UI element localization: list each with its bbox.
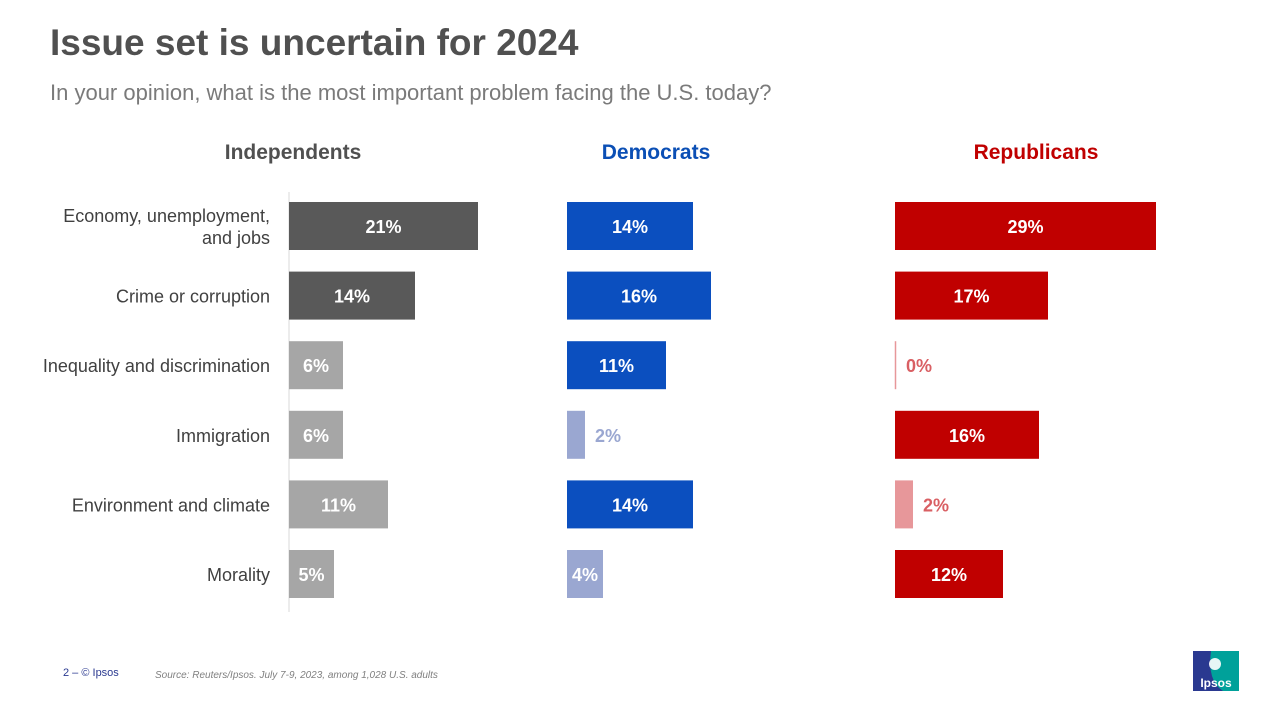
category-label: Immigration (176, 426, 270, 446)
bar (567, 341, 666, 390)
category-label: Crime or corruption (116, 287, 270, 307)
bar (289, 480, 388, 529)
bar (895, 410, 1039, 459)
data-label: 14% (612, 217, 648, 237)
ipsos-logo: Ipsos (1193, 651, 1239, 691)
data-label: 14% (334, 287, 370, 307)
data-label: 14% (612, 495, 648, 515)
bar (289, 271, 415, 320)
data-label: 4% (572, 565, 598, 585)
bar (289, 410, 343, 459)
data-label: 0% (906, 356, 932, 376)
category-label: Economy, unemployment, (63, 206, 270, 226)
category-label: Morality (207, 565, 270, 585)
svg-text:Ipsos: Ipsos (1200, 676, 1232, 690)
page-subtitle: In your opinion, what is the most import… (50, 80, 772, 105)
category-label: and jobs (202, 228, 270, 248)
bar (895, 202, 1156, 250)
source-note: Source: Reuters/Ipsos. July 7-9, 2023, a… (155, 670, 438, 681)
series-header: Independents (225, 141, 362, 164)
bar (567, 480, 693, 529)
data-label: 2% (923, 495, 949, 515)
series-header: Republicans (974, 141, 1099, 164)
bar (289, 202, 478, 250)
bar (567, 410, 585, 459)
series-header: Democrats (602, 141, 711, 164)
bar (567, 202, 693, 250)
data-label: 29% (1007, 217, 1043, 237)
page-title: Issue set is uncertain for 2024 (50, 22, 579, 63)
bar (895, 550, 1003, 598)
data-label: 2% (595, 426, 621, 446)
data-label: 6% (303, 356, 329, 376)
bar (895, 480, 913, 529)
bar (567, 271, 711, 320)
data-label: 11% (321, 495, 356, 515)
data-label: 6% (303, 426, 329, 446)
category-label: Environment and climate (72, 495, 270, 515)
bar (567, 550, 603, 598)
data-label: 5% (298, 565, 324, 585)
data-label: 16% (949, 426, 985, 446)
bar (289, 550, 334, 598)
category-label: Inequality and discrimination (43, 356, 270, 376)
data-label: 11% (599, 356, 634, 376)
data-label: 17% (953, 287, 989, 307)
bar (895, 271, 1048, 320)
bar (289, 341, 343, 390)
page-number: 2 – © Ipsos (63, 667, 119, 679)
data-label: 16% (621, 287, 657, 307)
data-label: 21% (365, 217, 401, 237)
data-label: 12% (931, 565, 967, 585)
